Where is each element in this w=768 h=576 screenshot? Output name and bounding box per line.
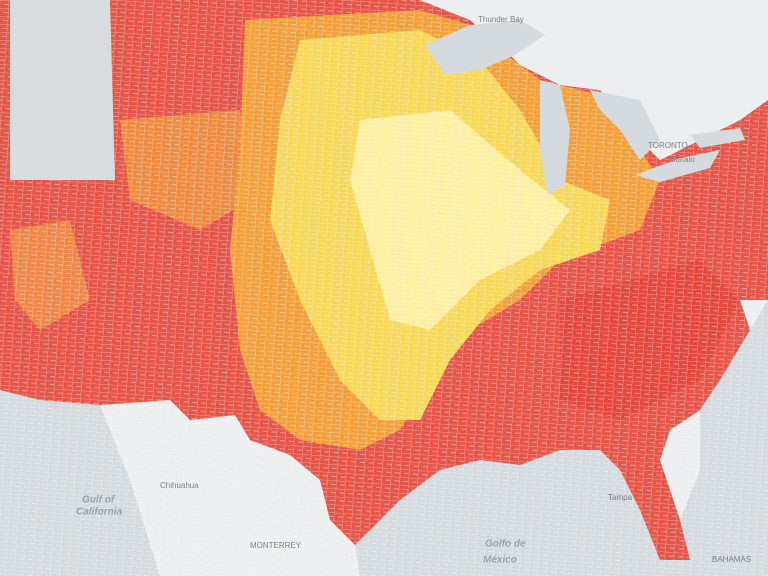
lake-ontario bbox=[690, 128, 745, 148]
lake-michigan bbox=[540, 80, 570, 195]
lake-erie bbox=[635, 150, 720, 182]
sea-label: California bbox=[76, 507, 123, 518]
sea-label: México bbox=[483, 555, 517, 566]
place-label: Thunder Bay bbox=[478, 15, 524, 24]
lake-huron bbox=[590, 90, 660, 160]
place-label: Tampa bbox=[608, 493, 633, 502]
sea-label: Gulf of bbox=[82, 495, 116, 506]
place-label: Buffalo bbox=[670, 155, 695, 164]
sea-label: Golfo de bbox=[485, 539, 526, 550]
place-label: BAHAMAS bbox=[712, 555, 751, 564]
lake-superior bbox=[425, 20, 545, 75]
no-data-region bbox=[10, 0, 115, 180]
place-label: TORONTO bbox=[648, 141, 688, 150]
place-label: Chihuahua bbox=[160, 481, 199, 490]
place-label: MONTERREY bbox=[250, 541, 302, 550]
